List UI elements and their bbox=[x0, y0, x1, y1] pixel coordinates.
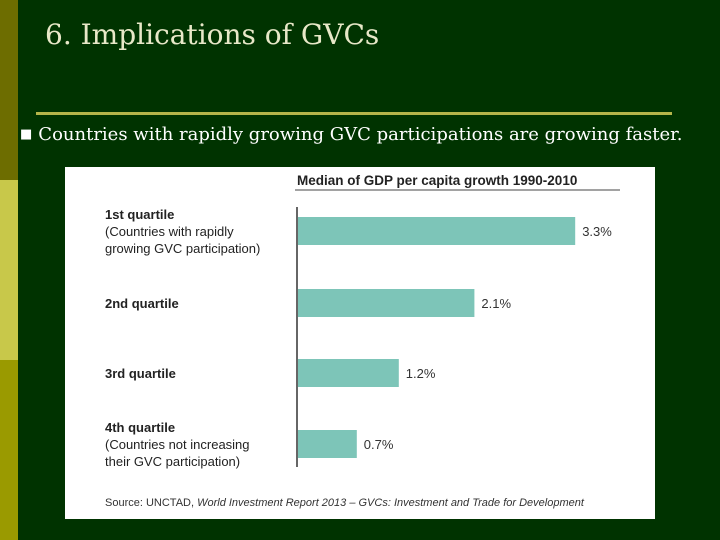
bar-value-label: 1.2% bbox=[406, 366, 436, 381]
chart-panel: Median of GDP per capita growth 1990-201… bbox=[65, 167, 655, 519]
category-name: 2nd quartile bbox=[105, 296, 179, 311]
bar-2 bbox=[298, 289, 475, 317]
bar-3 bbox=[298, 359, 399, 387]
chart-title: Median of GDP per capita growth 1990-201… bbox=[297, 173, 577, 188]
category-name: 1st quartile bbox=[105, 207, 174, 222]
category-note-line: (Countries not increasing bbox=[105, 437, 250, 452]
bullet-text: Countries with rapidly growing GVC parti… bbox=[38, 124, 683, 145]
slide-title: 6. Implications of GVCs bbox=[45, 18, 380, 51]
sidebar-stripe-middle bbox=[0, 180, 18, 360]
category-name: 4th quartile bbox=[105, 420, 175, 435]
category-label: 1st quartile (Countries with rapidly growi… bbox=[105, 207, 260, 256]
title-divider bbox=[36, 112, 672, 115]
bar-value-label: 2.1% bbox=[481, 296, 511, 311]
bar-4 bbox=[298, 430, 357, 458]
sidebar-stripe-bottom bbox=[0, 360, 18, 540]
category-name: 3rd quartile bbox=[105, 366, 176, 381]
category-label: 2nd quartile bbox=[105, 296, 179, 311]
sidebar-stripe-top bbox=[0, 0, 18, 180]
category-label: 4th quartile (Countries not increasing the… bbox=[105, 420, 250, 469]
bullet-square-icon: ■ bbox=[20, 127, 33, 142]
source-prefix: Source: UNCTAD, bbox=[105, 497, 197, 509]
gdp-growth-bar-chart: Median of GDP per capita growth 1990-201… bbox=[105, 173, 620, 509]
bar-1 bbox=[298, 217, 576, 245]
category-note-line: (Countries with rapidly bbox=[105, 224, 234, 239]
bullet-point: ■ Countries with rapidly growing GVC part… bbox=[20, 124, 683, 145]
category-label: 3rd quartile bbox=[105, 366, 176, 381]
source-note: Source: UNCTAD, World Investment Report … bbox=[105, 497, 585, 509]
source-publication: World Investment Report 2013 – GVCs: Inv… bbox=[197, 497, 585, 509]
bar-value-label: 0.7% bbox=[364, 437, 394, 452]
bar-value-label: 3.3% bbox=[582, 224, 612, 239]
category-note-line: growing GVC participation) bbox=[105, 241, 260, 256]
category-note-line: their GVC participation) bbox=[105, 454, 240, 469]
